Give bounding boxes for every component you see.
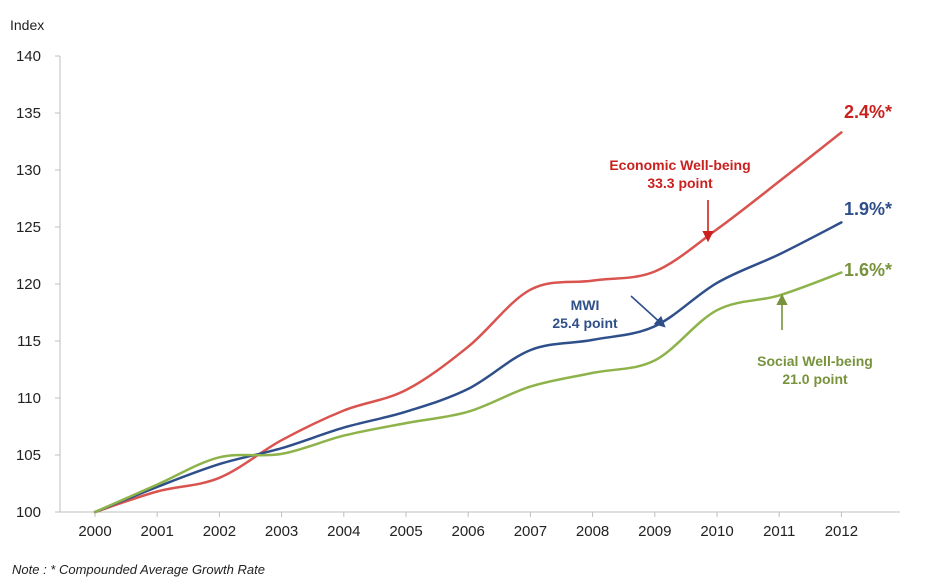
y-axis-title: Index <box>10 17 44 33</box>
annotations: Economic Well-being 33.3 point 2.4%* MWI 25.… <box>552 102 892 387</box>
y-tick-label: 105 <box>16 447 41 464</box>
x-tick-label: 2003 <box>265 523 298 540</box>
annotation-economic-well-being: Economic Well-being 33.3 point <box>609 157 750 191</box>
x-tick-label: 2007 <box>514 523 547 540</box>
series-line-mwi <box>93 221 843 514</box>
growth-rate-economic-well-being: 2.4%* <box>844 102 892 122</box>
y-tick-label: 130 <box>16 162 41 179</box>
x-tick-label: 2000 <box>78 523 111 540</box>
y-axis: 100 105 110 115 120 125 130 135 140 <box>16 48 61 521</box>
x-tick-label: 2011 <box>763 523 795 540</box>
annotation-mwi: MWI 25.4 point <box>552 297 618 331</box>
y-tick-label: 100 <box>16 504 41 521</box>
y-tick-label: 110 <box>17 390 41 407</box>
x-tick-label: 2004 <box>327 523 360 540</box>
x-tick-label: 2001 <box>141 523 174 540</box>
y-tick-label: 120 <box>16 276 41 293</box>
x-axis: 2000 2001 2002 2003 2004 2005 2006 2007 2008 2009… <box>60 511 900 540</box>
x-tick-label: 2002 <box>203 523 236 540</box>
x-tick-label: 2008 <box>576 523 609 540</box>
annotation-arrow-mwi <box>630 295 666 328</box>
series-line-economic-well-being <box>93 131 843 514</box>
x-tick-label: 2006 <box>452 523 485 540</box>
x-tick-label: 2012 <box>825 523 858 540</box>
x-tick-label: 2010 <box>700 523 733 540</box>
x-tick-label: 2005 <box>389 523 422 540</box>
y-tick-label: 125 <box>16 219 41 236</box>
footnote: Note : * Compounded Average Growth Rate <box>12 562 265 577</box>
y-tick-label: 140 <box>16 48 41 65</box>
annotation-social-well-being: Social Well-being 21.0 point <box>757 353 873 387</box>
series-lines <box>93 131 843 514</box>
growth-rate-social-well-being: 1.6%* <box>844 260 892 280</box>
x-tick-label: 2009 <box>638 523 671 540</box>
series-line-social-well-being <box>93 271 843 514</box>
y-tick-label: 115 <box>17 333 41 350</box>
y-tick-label: 135 <box>16 105 41 122</box>
growth-rate-mwi: 1.9%* <box>844 199 892 219</box>
